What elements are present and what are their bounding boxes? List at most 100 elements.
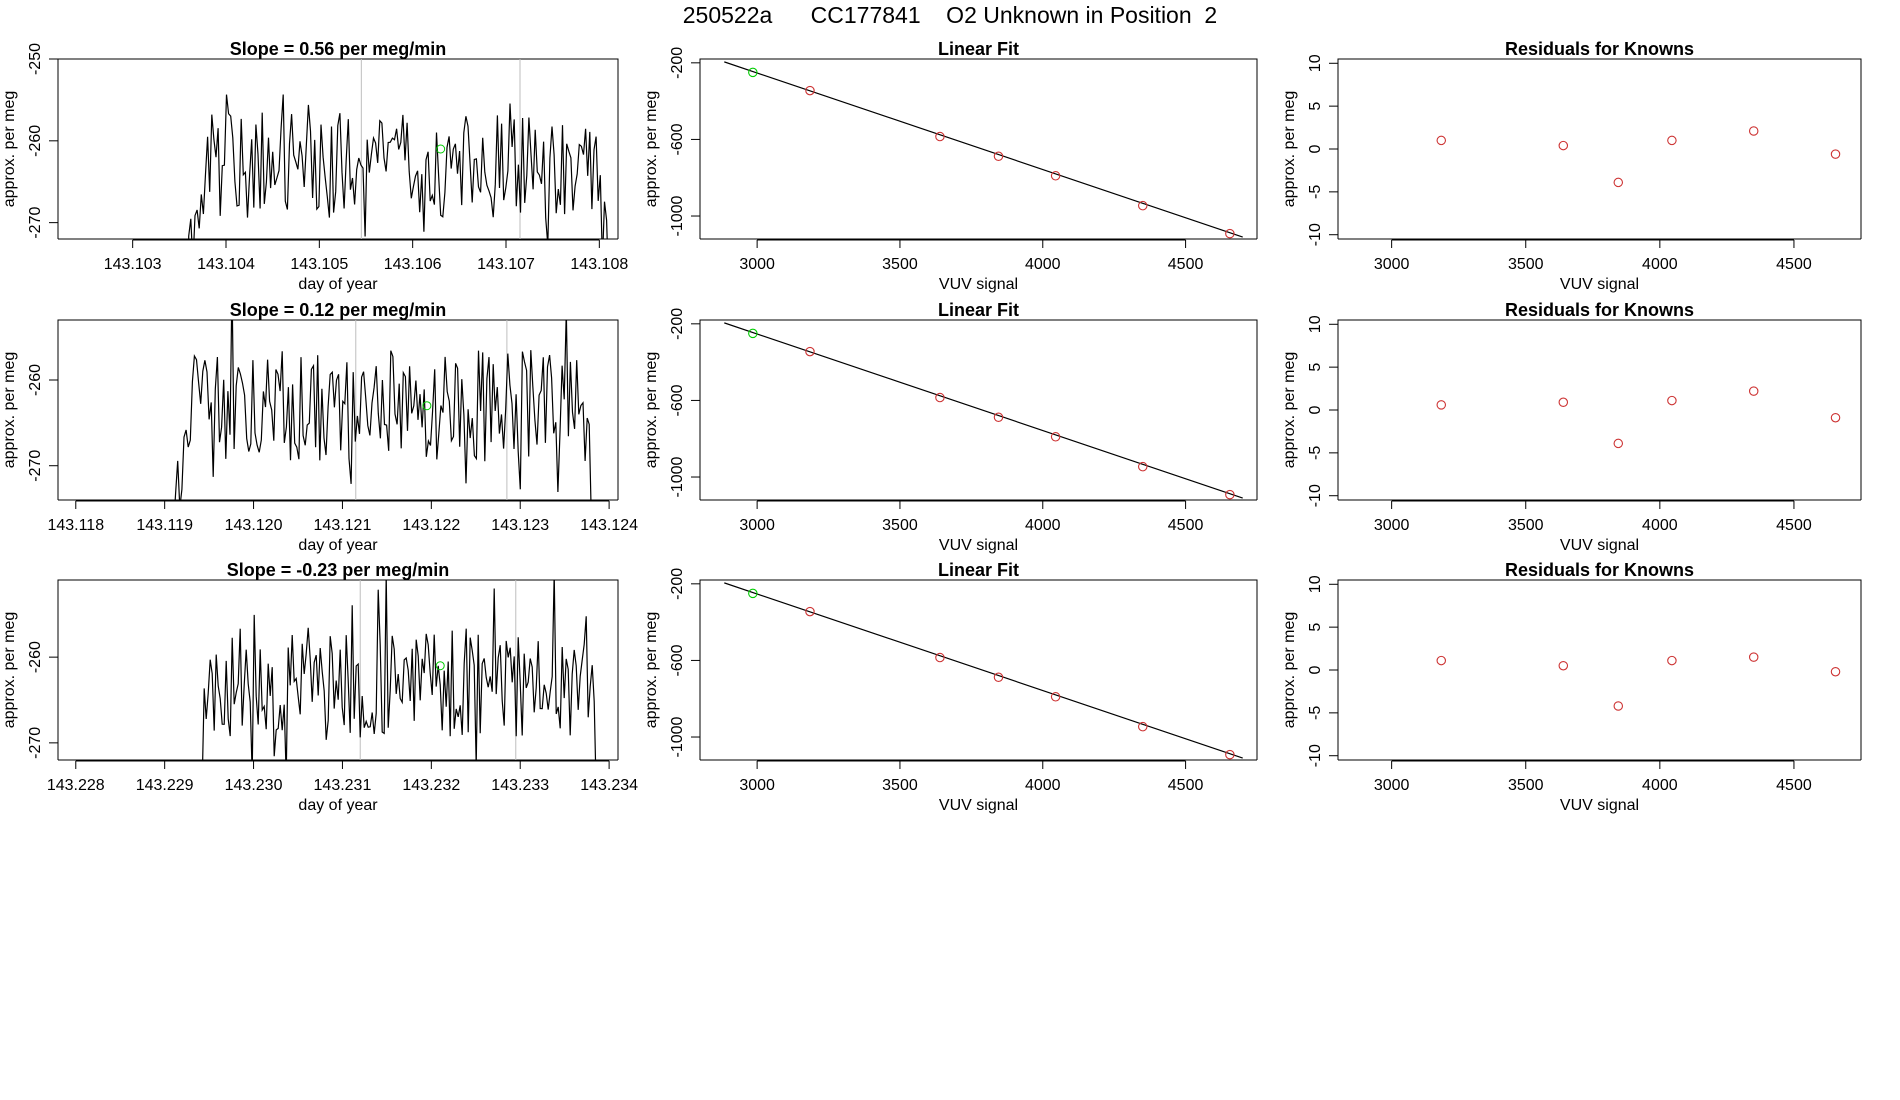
y-tick-label: 10 (1307, 54, 1324, 72)
known-point (1558, 397, 1569, 408)
unknown-mean-point (422, 401, 432, 411)
x-axis-label: VUV signal (939, 276, 1018, 293)
known-point (1667, 655, 1677, 666)
x-axis-label: VUV signal (1560, 797, 1639, 814)
known-point (1613, 701, 1624, 711)
x-tick-label: 4500 (1168, 777, 1204, 794)
x-tick-label: 3500 (1508, 256, 1544, 273)
plot-frame (1337, 319, 1862, 500)
known-point (1667, 135, 1677, 146)
y-tick-label: 10 (1307, 315, 1324, 333)
y-tick-label: -10 (1307, 223, 1324, 246)
panel-res3: Residuals for Knowns 3000 3500 4000 4500 VUV … (1281, 560, 1862, 814)
plot-frame (57, 58, 619, 239)
y-tick-label: -270 (27, 727, 44, 759)
data-trace (202, 580, 597, 760)
plot-area (188, 59, 608, 239)
known-point (1137, 461, 1148, 472)
known-point (1667, 395, 1677, 406)
panel-ts1: Slope = 0.56 per meg/min 143.103 143.104 14… (1, 39, 628, 293)
y-axis-label: approx. per meg (1281, 352, 1298, 469)
y-axis-label: approx. per meg (643, 352, 660, 469)
x-tick-label: 3000 (739, 517, 775, 534)
unknown-point (748, 588, 758, 599)
y-axis-label: approx. per meg (1, 352, 18, 469)
x-tick-label: 3500 (882, 517, 918, 534)
y-tick-label: -270 (27, 207, 44, 239)
known-point (1436, 135, 1447, 146)
x-axis-label: day of year (298, 797, 378, 814)
plot-area (174, 320, 592, 500)
plot-frame (1337, 58, 1862, 239)
known-point (935, 392, 945, 403)
plot-area (724, 61, 1243, 239)
x-tick-label: 143.228 (47, 777, 105, 794)
known-point (1830, 149, 1841, 159)
page-title: 250522a CC177841 O2 Unknown in Position … (682, 2, 1218, 28)
chart-title: Residuals for Knowns (1505, 300, 1694, 320)
plot-frame (699, 58, 1258, 239)
x-tick-label: 3500 (1508, 517, 1544, 534)
x-tick-label: 3500 (882, 256, 918, 273)
known-point (1558, 140, 1569, 151)
x-tick-label: 143.107 (477, 256, 535, 273)
x-axis-label: VUV signal (939, 537, 1018, 554)
x-tick-label: 4000 (1025, 777, 1061, 794)
known-point (1748, 652, 1759, 662)
known-point (993, 151, 1004, 162)
data-trace (174, 320, 592, 500)
y-tick-label: -260 (27, 125, 44, 157)
x-tick-label: 4500 (1168, 517, 1204, 534)
x-axis-label: day of year (298, 276, 378, 293)
x-axis-label: day of year (298, 537, 378, 554)
x-tick-label: 4500 (1776, 256, 1812, 273)
y-tick-label: -10 (1307, 484, 1324, 507)
known-point (1050, 692, 1061, 702)
unknown-mean-point (436, 144, 446, 154)
plot-area (724, 582, 1243, 760)
known-point (1748, 386, 1759, 396)
panel-res2: Residuals for Knowns 3000 3500 4000 4500 VUV … (1281, 300, 1862, 554)
x-tick-label: 3000 (1374, 256, 1410, 273)
known-point (993, 672, 1004, 683)
x-tick-label: 143.233 (491, 777, 549, 794)
y-tick-label: 5 (1307, 363, 1324, 372)
panel-ts2: Slope = 0.12 per meg/min 143.118 143.119 14… (1, 300, 638, 554)
y-tick-label: -5 (1307, 185, 1324, 199)
x-tick-label: 4000 (1025, 517, 1061, 534)
chart-title: Slope = 0.56 per meg/min (230, 39, 447, 59)
known-point (993, 412, 1004, 423)
known-point (1225, 228, 1235, 239)
x-tick-label: 3000 (739, 256, 775, 273)
y-tick-label: -200 (669, 308, 686, 340)
x-tick-label: 3500 (882, 777, 918, 794)
known-point (1613, 438, 1624, 449)
known-point (1436, 655, 1447, 666)
plot-area (724, 322, 1243, 500)
chart-title: Linear Fit (938, 39, 1019, 59)
known-point (805, 85, 815, 96)
known-point (1830, 666, 1841, 677)
chart-title: Linear Fit (938, 300, 1019, 320)
known-point (1225, 489, 1235, 500)
x-tick-label: 143.231 (314, 777, 372, 794)
panel-fit2: Linear Fit 3000 3500 4000 4500 VUV signal -100… (643, 300, 1258, 554)
y-tick-label: -1000 (669, 456, 686, 497)
x-tick-label: 143.104 (197, 256, 255, 273)
y-axis-label: approx. per meg (643, 91, 660, 208)
x-tick-label: 143.234 (580, 777, 638, 794)
y-tick-label: 5 (1307, 102, 1324, 111)
x-axis-label: VUV signal (1560, 276, 1639, 293)
x-tick-label: 143.124 (580, 517, 638, 534)
x-tick-label: 4000 (1642, 777, 1678, 794)
chart-title: Linear Fit (938, 560, 1019, 580)
known-point (1225, 749, 1235, 760)
unknown-mean-point (435, 661, 445, 671)
panel-fit1: Linear Fit 3000 3500 4000 4500 VUV signal -100… (643, 39, 1258, 293)
known-point (1613, 177, 1624, 188)
x-axis-label: VUV signal (1560, 537, 1639, 554)
x-axis-label: VUV signal (939, 797, 1018, 814)
x-tick-label: 143.108 (570, 256, 628, 273)
known-point (935, 652, 945, 663)
